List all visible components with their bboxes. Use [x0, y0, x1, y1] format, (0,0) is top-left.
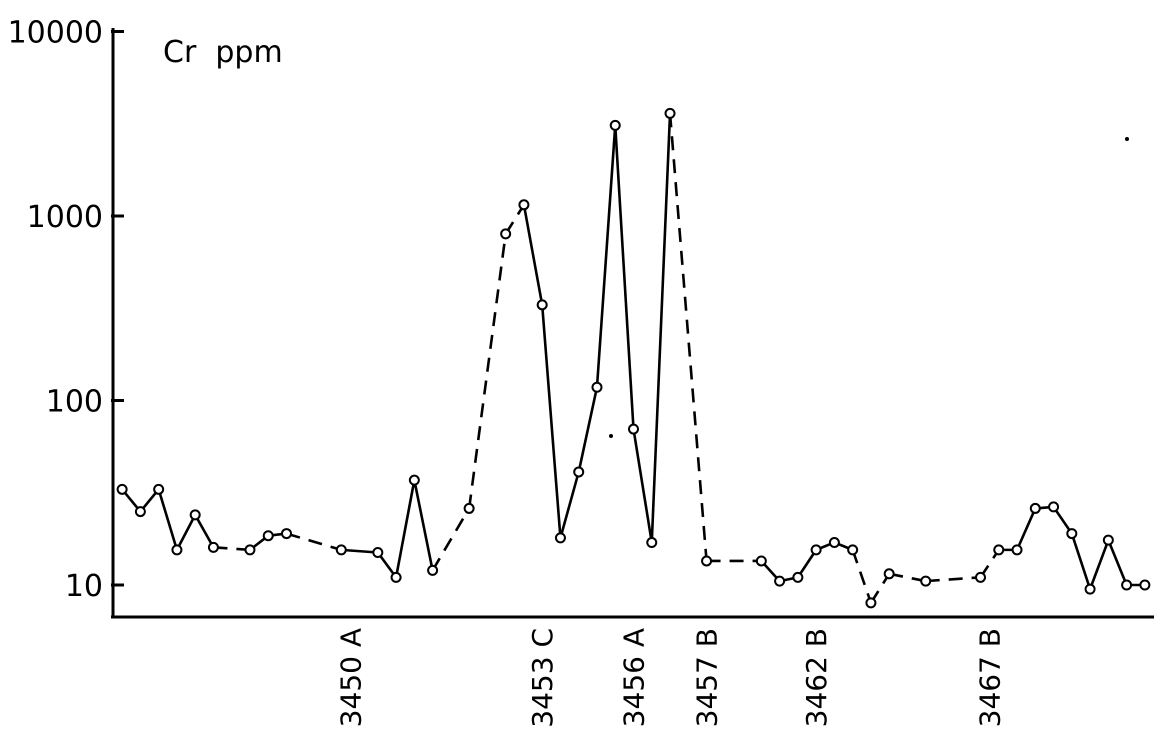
y-tick-label: 1000	[27, 200, 103, 235]
line-segment	[540, 304, 562, 539]
data-point	[427, 564, 439, 576]
line-segment	[577, 386, 599, 473]
line-segment	[341, 548, 378, 554]
data-point	[810, 544, 822, 556]
data-point	[1048, 501, 1060, 513]
data-point	[573, 466, 585, 478]
dashed-line-segment	[888, 572, 926, 583]
data-point	[1066, 528, 1078, 540]
line-segment	[175, 514, 197, 551]
data-point	[390, 571, 402, 583]
dashed-line-segment	[213, 546, 251, 552]
y-tick-label: 10	[65, 569, 103, 604]
scan-speck	[1125, 137, 1129, 141]
line-segment	[522, 204, 544, 306]
data-point	[1102, 534, 1114, 546]
dashed-line-segment	[668, 113, 708, 562]
data-point	[993, 544, 1005, 556]
series-points	[116, 107, 1151, 609]
data-point	[518, 199, 530, 211]
line-segment	[194, 514, 215, 548]
data-point	[244, 544, 256, 556]
data-point	[591, 381, 603, 393]
data-point	[1029, 502, 1041, 514]
line-segment	[595, 125, 617, 388]
y-tick-label: 100	[46, 385, 103, 420]
line-segment	[559, 471, 580, 539]
data-point	[628, 423, 639, 435]
chart-title: Cr ppm	[163, 35, 283, 70]
data-point	[755, 555, 767, 567]
line-segment	[613, 125, 635, 430]
y-ticks: 10 100 1000 10000	[8, 16, 124, 604]
line-segment	[413, 479, 434, 571]
dashed-line-segment	[431, 507, 471, 572]
data-point	[463, 502, 475, 514]
y-tick-label: 10000	[8, 16, 103, 51]
data-point	[153, 483, 165, 495]
axes	[111, 28, 1154, 619]
data-point	[920, 575, 932, 587]
data-point	[116, 483, 128, 495]
line-segment	[650, 113, 672, 543]
line-segment	[157, 488, 179, 551]
x-tick-label: 3453 C	[526, 628, 559, 728]
data-point	[189, 509, 201, 521]
x-tick-labels: 3450 A 3453 C 3456 A 3457 B 3462 B 3467 B	[334, 628, 1006, 728]
data-point	[281, 528, 292, 540]
dashed-line-segment	[851, 549, 873, 604]
line-segment	[1088, 539, 1110, 590]
data-point	[1121, 579, 1133, 591]
x-tick-label: 3456 A	[618, 628, 651, 727]
data-point	[865, 597, 877, 609]
line-segment	[1107, 539, 1128, 586]
data-point	[792, 571, 804, 583]
data-point	[335, 544, 347, 556]
scan-speck	[609, 434, 613, 438]
data-point	[262, 530, 274, 542]
data-point	[646, 536, 658, 548]
line-segment	[1070, 533, 1092, 590]
data-point	[500, 228, 512, 240]
dashed-line-segment	[869, 573, 891, 604]
dashed-line-segment	[504, 204, 526, 235]
data-point	[372, 547, 384, 559]
data-point	[828, 536, 840, 548]
line-segment	[1015, 507, 1037, 551]
data-point	[408, 474, 420, 486]
data-point	[774, 575, 786, 587]
line-segment	[394, 479, 416, 578]
x-tick-label: 3462 B	[800, 628, 833, 727]
x-tick-label: 3457 B	[691, 628, 724, 727]
dashed-line-segment	[286, 532, 342, 552]
data-point	[1084, 583, 1096, 595]
data-point	[1139, 579, 1151, 591]
line-segment	[632, 428, 654, 543]
x-tick-label: 3450 A	[334, 628, 367, 727]
data-point	[975, 571, 986, 583]
data-point	[701, 555, 713, 567]
series-lines	[121, 113, 1145, 604]
data-point	[536, 299, 548, 311]
data-point	[134, 506, 146, 518]
data-point	[883, 568, 895, 580]
data-point	[554, 532, 566, 544]
data-point	[171, 544, 183, 556]
dashed-line-segment	[925, 576, 981, 583]
data-point	[1011, 544, 1023, 556]
data-point	[609, 119, 621, 131]
data-point	[664, 107, 676, 119]
x-tick-label: 3467 B	[974, 628, 1007, 727]
data-point	[847, 544, 859, 556]
dashed-line-segment	[467, 233, 507, 509]
data-point	[207, 541, 219, 553]
